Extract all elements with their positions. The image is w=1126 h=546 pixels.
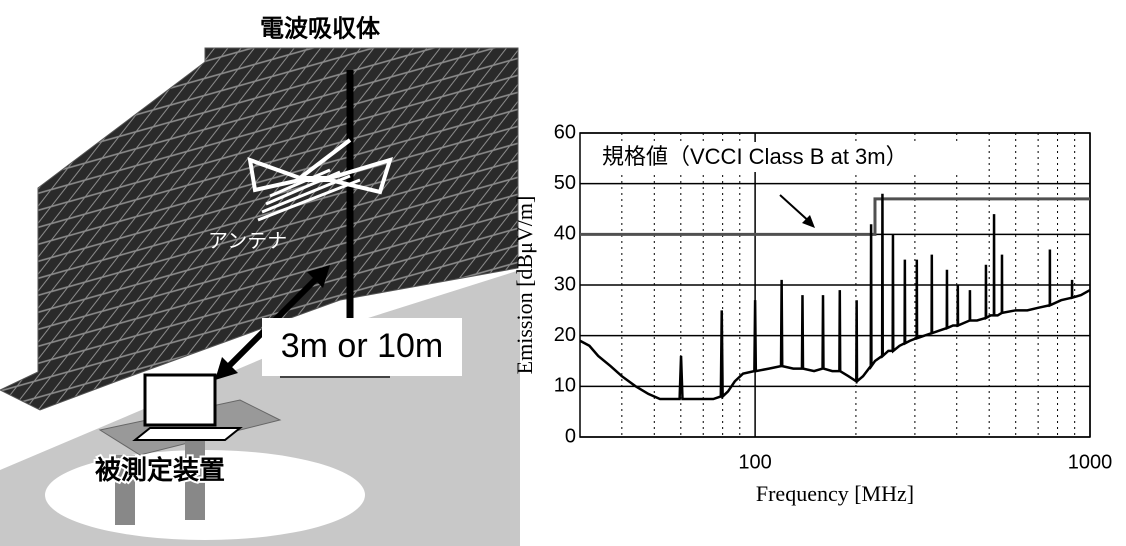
absorber-label: 電波吸収体 <box>260 15 381 42</box>
x-tick-label: 100 <box>738 451 771 473</box>
y-tick-label: 40 <box>554 223 576 245</box>
y-tick-label: 20 <box>554 324 576 346</box>
figure: 3m or 10m 電波吸収体 アンテナ 被測定装置 0 10 20 30 40 50 60… <box>0 0 1126 546</box>
series-line <box>580 194 1090 399</box>
y-tick-label: 10 <box>554 375 576 397</box>
distance-label: 3m or 10m <box>281 327 444 365</box>
antenna-label: アンテナ <box>208 230 287 252</box>
series-line <box>580 199 1090 234</box>
chart: 0 10 20 30 40 50 60 100 1000 Frequency [MHz] Emiss… <box>512 121 1112 506</box>
illustration: 3m or 10m 電波吸収体 アンテナ 被測定装置 <box>0 15 520 546</box>
laptop-screen <box>145 375 215 425</box>
x-tick-label: 1000 <box>1068 451 1113 473</box>
page: 3m or 10m 電波吸収体 アンテナ 被測定装置 0 10 20 30 40 50 60… <box>0 0 1126 546</box>
eut-label: 被測定装置 <box>95 455 225 485</box>
x-axis-label: Frequency [MHz] <box>756 481 914 506</box>
annotation: 規格値（VCCI Class B at 3m） <box>602 144 908 169</box>
y-tick-label: 60 <box>554 121 576 143</box>
y-tick-label: 50 <box>554 172 576 194</box>
y-axis-label: Emission [dBμV/m] <box>512 196 537 375</box>
y-tick-label: 30 <box>554 273 576 295</box>
laptop-base <box>135 428 240 440</box>
y-tick-label: 0 <box>565 425 576 447</box>
